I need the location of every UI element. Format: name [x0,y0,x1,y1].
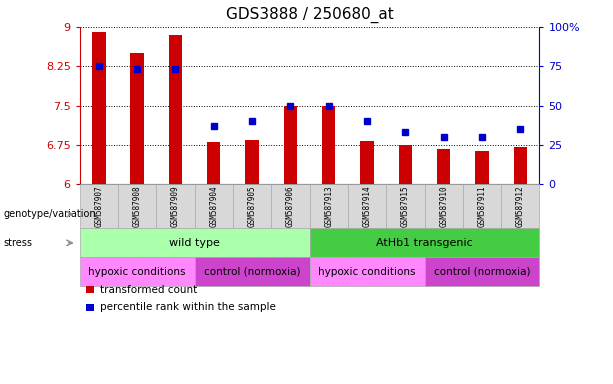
Bar [131,53,144,184]
Bar [80,228,310,257]
Bar [118,184,156,228]
Text: transformed count: transformed count [100,285,197,295]
Text: GSM587907: GSM587907 [94,185,104,227]
Bar [386,184,424,228]
Text: GSM587904: GSM587904 [209,185,218,227]
Text: hypoxic conditions: hypoxic conditions [88,266,186,277]
Text: GSM587909: GSM587909 [171,185,180,227]
Text: wild type: wild type [169,238,220,248]
Bar [271,184,310,228]
Text: percentile rank within the sample: percentile rank within the sample [100,302,276,312]
Text: GSM587910: GSM587910 [439,185,448,227]
Bar [195,257,310,286]
Bar [86,304,94,311]
Bar [310,184,348,228]
Bar [463,184,501,228]
Bar [80,257,195,286]
Bar [475,151,489,184]
Text: GSM587908: GSM587908 [132,185,142,227]
Bar [501,184,539,228]
Bar [245,140,259,184]
Text: GSM587906: GSM587906 [286,185,295,227]
Text: GSM587914: GSM587914 [362,185,371,227]
Bar [322,106,335,184]
Text: control (normoxia): control (normoxia) [434,266,530,277]
Text: GSM587912: GSM587912 [516,185,525,227]
Bar [437,149,451,184]
Bar [360,141,374,184]
Bar [207,142,221,184]
Bar [233,184,271,228]
Text: GSM587915: GSM587915 [401,185,410,227]
Text: genotype/variation: genotype/variation [3,209,96,219]
Title: GDS3888 / 250680_at: GDS3888 / 250680_at [226,7,394,23]
Bar [284,106,297,184]
Bar [514,147,527,184]
Text: control (normoxia): control (normoxia) [204,266,300,277]
Bar [92,32,105,184]
Text: GSM587911: GSM587911 [478,185,487,227]
Text: stress: stress [3,238,32,248]
Bar [424,257,539,286]
Bar [80,184,118,228]
Bar [156,184,195,228]
Bar [169,35,182,184]
Bar [310,257,424,286]
Bar [348,184,386,228]
Text: AtHb1 transgenic: AtHb1 transgenic [376,238,473,248]
Bar [424,184,463,228]
Bar [398,145,412,184]
Text: GSM587905: GSM587905 [248,185,257,227]
Bar [310,228,539,257]
Bar [195,184,233,228]
Text: GSM587913: GSM587913 [324,185,333,227]
Bar [86,286,94,293]
Text: hypoxic conditions: hypoxic conditions [318,266,416,277]
